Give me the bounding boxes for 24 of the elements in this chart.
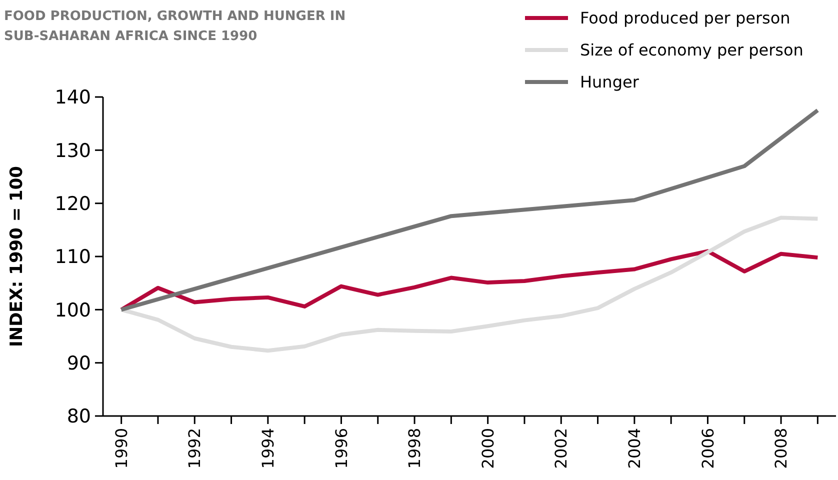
x-tick-label: 1990 — [112, 428, 131, 469]
y-tick-label: 80 — [66, 406, 91, 428]
y-tick-label: 140 — [54, 86, 91, 109]
legend-label: Hunger — [580, 72, 640, 92]
chart-title: FOOD PRODUCTION, GROWTH AND HUNGER IN SUB-SAHARAN AFRICA SINCE 1990 — [4, 9, 346, 44]
x-tick-label: 1992 — [185, 428, 204, 469]
y-tick-label: 110 — [54, 246, 91, 268]
y-tick-label: 100 — [54, 299, 91, 322]
x-tick-label: 1994 — [258, 428, 278, 469]
x-tick-label: 2008 — [772, 428, 791, 469]
y-tick-label: 130 — [54, 140, 91, 162]
x-tick-label: 2004 — [625, 428, 644, 469]
y-tick-label: 90 — [66, 352, 91, 374]
line-series — [119, 216, 820, 353]
line-series — [119, 108, 820, 312]
legend-label: Food produced per person — [580, 8, 790, 28]
legend-label: Size of economy per person — [580, 40, 804, 60]
x-tick-label: 2002 — [552, 428, 571, 469]
x-tick-label: 2006 — [698, 428, 718, 469]
y-tick-label: 120 — [54, 192, 91, 215]
x-tick-label: 1998 — [405, 428, 424, 469]
y-axis-title: INDEX: 1990 = 100 — [7, 166, 27, 347]
x-tick-label: 1996 — [332, 428, 351, 469]
x-tick-label: 2000 — [478, 428, 498, 469]
